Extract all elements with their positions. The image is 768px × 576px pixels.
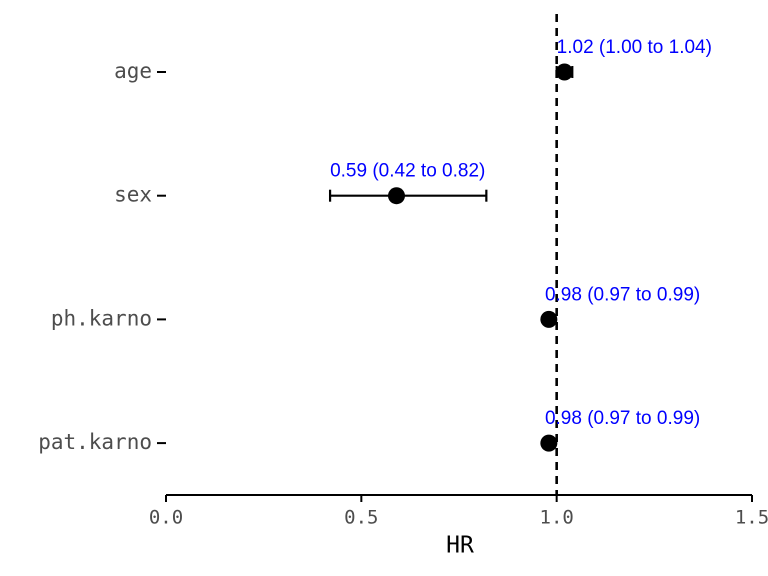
y-tick-label: sex [114, 183, 152, 207]
y-tick-label: pat.karno [38, 430, 152, 454]
y-tick-label: age [114, 59, 152, 83]
x-tick-label: 1.0 [540, 507, 574, 529]
hr-label: 0.59 (0.42 to 0.82) [330, 161, 485, 182]
hr-point [555, 63, 573, 81]
hr-label: 0.98 (0.97 to 0.99) [545, 408, 700, 429]
data-labels: 1.02 (1.00 to 1.04) 0.59 (0.42 to 0.82) 0.… [330, 37, 712, 429]
x-tick-label: 1.5 [735, 507, 768, 529]
confidence-intervals [328, 66, 574, 450]
axis-layer: 0.0 0.5 1.0 1.5 [149, 494, 768, 529]
hr-label: 0.98 (0.97 to 0.99) [545, 284, 700, 305]
hr-point [540, 310, 558, 328]
y-axis: age sex ph.karno pat.karno [38, 59, 166, 454]
y-tick-label: ph.karno [51, 306, 152, 330]
hazard-ratio-points [387, 63, 573, 452]
x-tick-label: 0.5 [344, 507, 378, 529]
x-axis-title: HR [446, 533, 474, 559]
hr-label: 1.02 (1.00 to 1.04) [557, 37, 712, 58]
hr-point [540, 434, 558, 452]
x-tick-label: 0.0 [149, 507, 183, 529]
hr-point [387, 187, 405, 205]
